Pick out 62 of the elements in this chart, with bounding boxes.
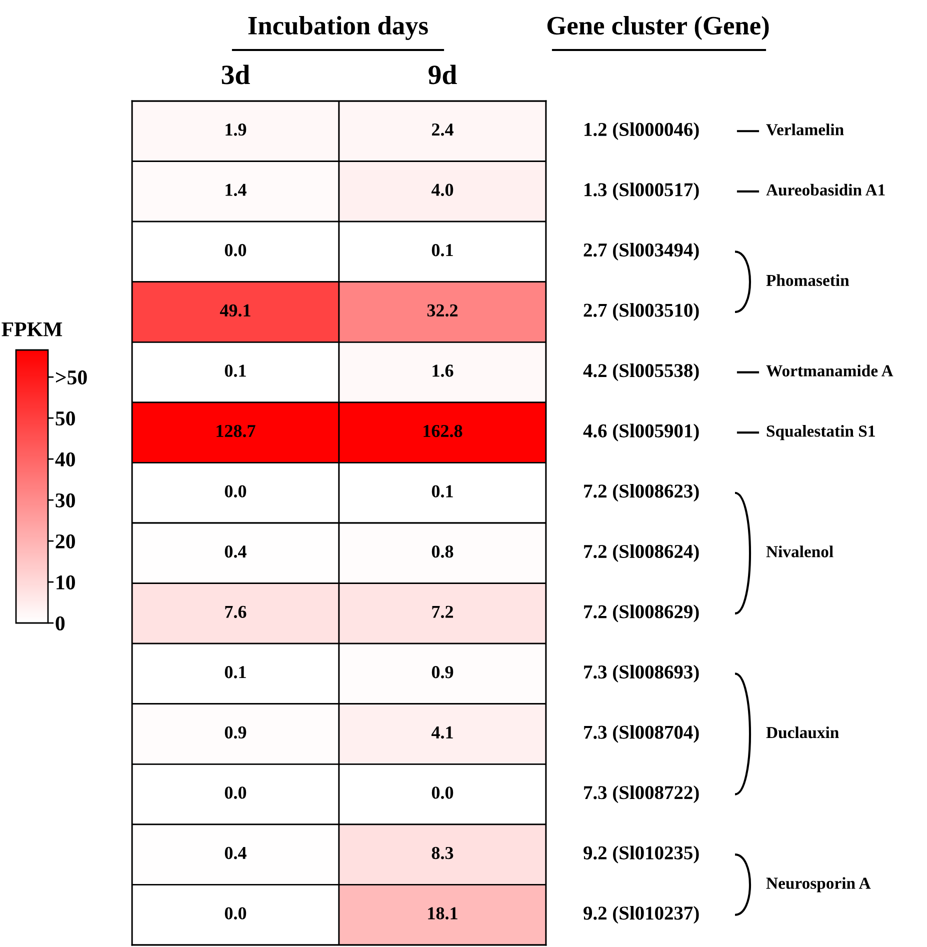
y-tick-label: 9.2 (Sl010237) <box>584 906 699 924</box>
data-label: 1.6 <box>432 364 454 377</box>
data-label: 0.4 <box>224 846 246 860</box>
text: Duclauxin <box>766 726 839 738</box>
text: Verlamelin <box>766 124 844 136</box>
data-label: 0.8 <box>432 545 454 558</box>
color-bar-label: 50 <box>56 411 75 426</box>
text: Neurosporin A <box>766 877 871 892</box>
y-tick-label: 1.3 (Sl000517) <box>584 182 699 200</box>
y2-axis-title: Gene cluster (Gene) <box>547 16 769 40</box>
data-label: 2.4 <box>432 124 454 136</box>
color-bar-label: 10 <box>56 575 75 590</box>
data-label: 0.1 <box>224 364 246 377</box>
data-label: 0.0 <box>224 907 246 920</box>
color-bar-title: FPKM <box>2 322 62 336</box>
text: Aureobasidin A1 <box>766 184 885 196</box>
color-bar-label: >50 <box>56 370 87 384</box>
data-label: 7.2 <box>432 606 454 618</box>
data-label: 0.0 <box>224 244 246 256</box>
data-label: 0.1 <box>432 485 453 498</box>
y-tick-label: 4.2 (Sl005538) <box>583 363 699 382</box>
y-tick-label: 7.3 (Sl008722) <box>584 785 699 804</box>
data-label: 0.9 <box>432 666 454 678</box>
data-label: 162.8 <box>424 424 462 438</box>
data-label: 128.7 <box>216 424 256 438</box>
y-tick-label: 7.2 (Sl008624) <box>584 544 699 562</box>
data-label: 4.1 <box>431 726 453 739</box>
x-axis-title: Incubation days <box>248 16 428 40</box>
y-tick-label: 2.7 (Sl003510) <box>584 303 699 321</box>
data-label: 4.0 <box>431 184 454 196</box>
data-label: 0.0 <box>224 786 246 799</box>
x-tick-label: 3d <box>222 64 250 84</box>
y-tick-label: 1.2 (Sl000046) <box>584 122 699 140</box>
text: Wortmanamide A <box>766 364 894 377</box>
y-tick-label: 9.2 (Sl010235) <box>584 846 699 864</box>
x-tick-label: 9d <box>428 64 457 84</box>
color-bar-label: 30 <box>56 493 75 508</box>
data-label: 8.3 <box>432 846 454 860</box>
y-tick-label: 7.3 (Sl008704) <box>584 725 699 743</box>
y-tick-label: 7.2 (Sl008623) <box>584 484 699 502</box>
color-bar-label: 0 <box>56 616 65 630</box>
data-label: 18.1 <box>428 907 458 920</box>
data-label: 1.4 <box>226 184 246 196</box>
data-label: 32.2 <box>427 304 458 317</box>
y-tick-label: 7.3 (Sl008693) <box>584 664 699 683</box>
data-label: 0.0 <box>224 485 246 498</box>
text: Nivalenol <box>766 546 834 558</box>
data-label: 0.1 <box>432 244 453 256</box>
data-label: 0.9 <box>224 726 246 739</box>
color-bar-label: 20 <box>56 534 75 548</box>
text: Phomasetin <box>766 274 850 286</box>
color-bar-label: 40 <box>55 452 75 466</box>
y-tick-label: 7.2 (Sl008629) <box>584 604 699 622</box>
data-label: 7.6 <box>225 606 246 618</box>
data-label: 0.4 <box>224 545 246 558</box>
y-tick-label: 2.7 (Sl003494) <box>584 242 699 261</box>
data-label: 0.1 <box>224 666 246 678</box>
data-label: 49.1 <box>220 304 250 317</box>
data-label: 1.9 <box>226 124 246 136</box>
data-label: 0.0 <box>432 786 454 799</box>
text: Squalestatin S1 <box>766 425 875 440</box>
y-tick-label: 4.6 (Sl005901) <box>583 424 699 442</box>
